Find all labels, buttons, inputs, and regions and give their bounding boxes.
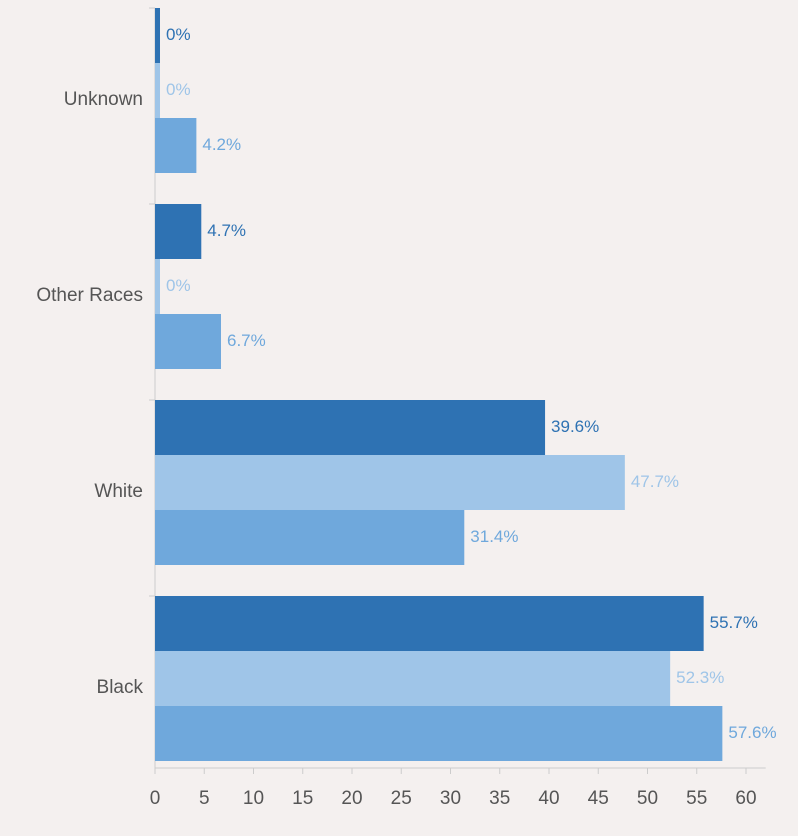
x-tick-label: 45 [588,788,609,809]
bar-value-label: 57.6% [728,723,776,742]
x-tick-label: 25 [391,788,412,809]
x-tick-label: 5 [199,788,210,809]
bar [155,510,465,565]
bar [155,314,221,369]
bar-value-label: 47.7% [631,472,679,491]
x-tick-label: 10 [243,788,264,809]
bar-value-label: 0% [166,80,191,99]
bar-value-label: 0% [166,276,191,295]
bar [155,8,160,63]
x-tick-label: 50 [637,788,658,809]
bar [155,259,160,314]
bar-value-label: 52.3% [676,668,724,687]
bar [155,118,197,173]
bar [155,204,202,259]
x-tick-label: 35 [489,788,510,809]
x-tick-label: 20 [341,788,362,809]
bar-value-label: 0% [166,25,191,44]
x-tick-label: 15 [292,788,313,809]
x-tick-label: 60 [735,788,756,809]
bar-value-label: 55.7% [710,613,758,632]
bar-value-label: 4.2% [202,135,241,154]
bar-value-label: 4.7% [207,221,246,240]
bar-value-label: 39.6% [551,417,599,436]
bar [155,706,723,761]
category-label: Black [97,677,144,698]
category-label: Other Races [36,285,143,306]
bar-value-label: 31.4% [470,527,518,546]
bar [155,596,704,651]
bar-value-label: 6.7% [227,331,266,350]
bar [155,651,671,706]
x-tick-label: 55 [686,788,707,809]
category-label: Unknown [64,89,143,110]
x-tick-label: 0 [150,788,161,809]
bar [155,400,546,455]
x-tick-label: 30 [440,788,461,809]
bar [155,63,160,118]
category-label: White [94,481,143,502]
bar [155,455,625,510]
x-tick-label: 40 [538,788,559,809]
